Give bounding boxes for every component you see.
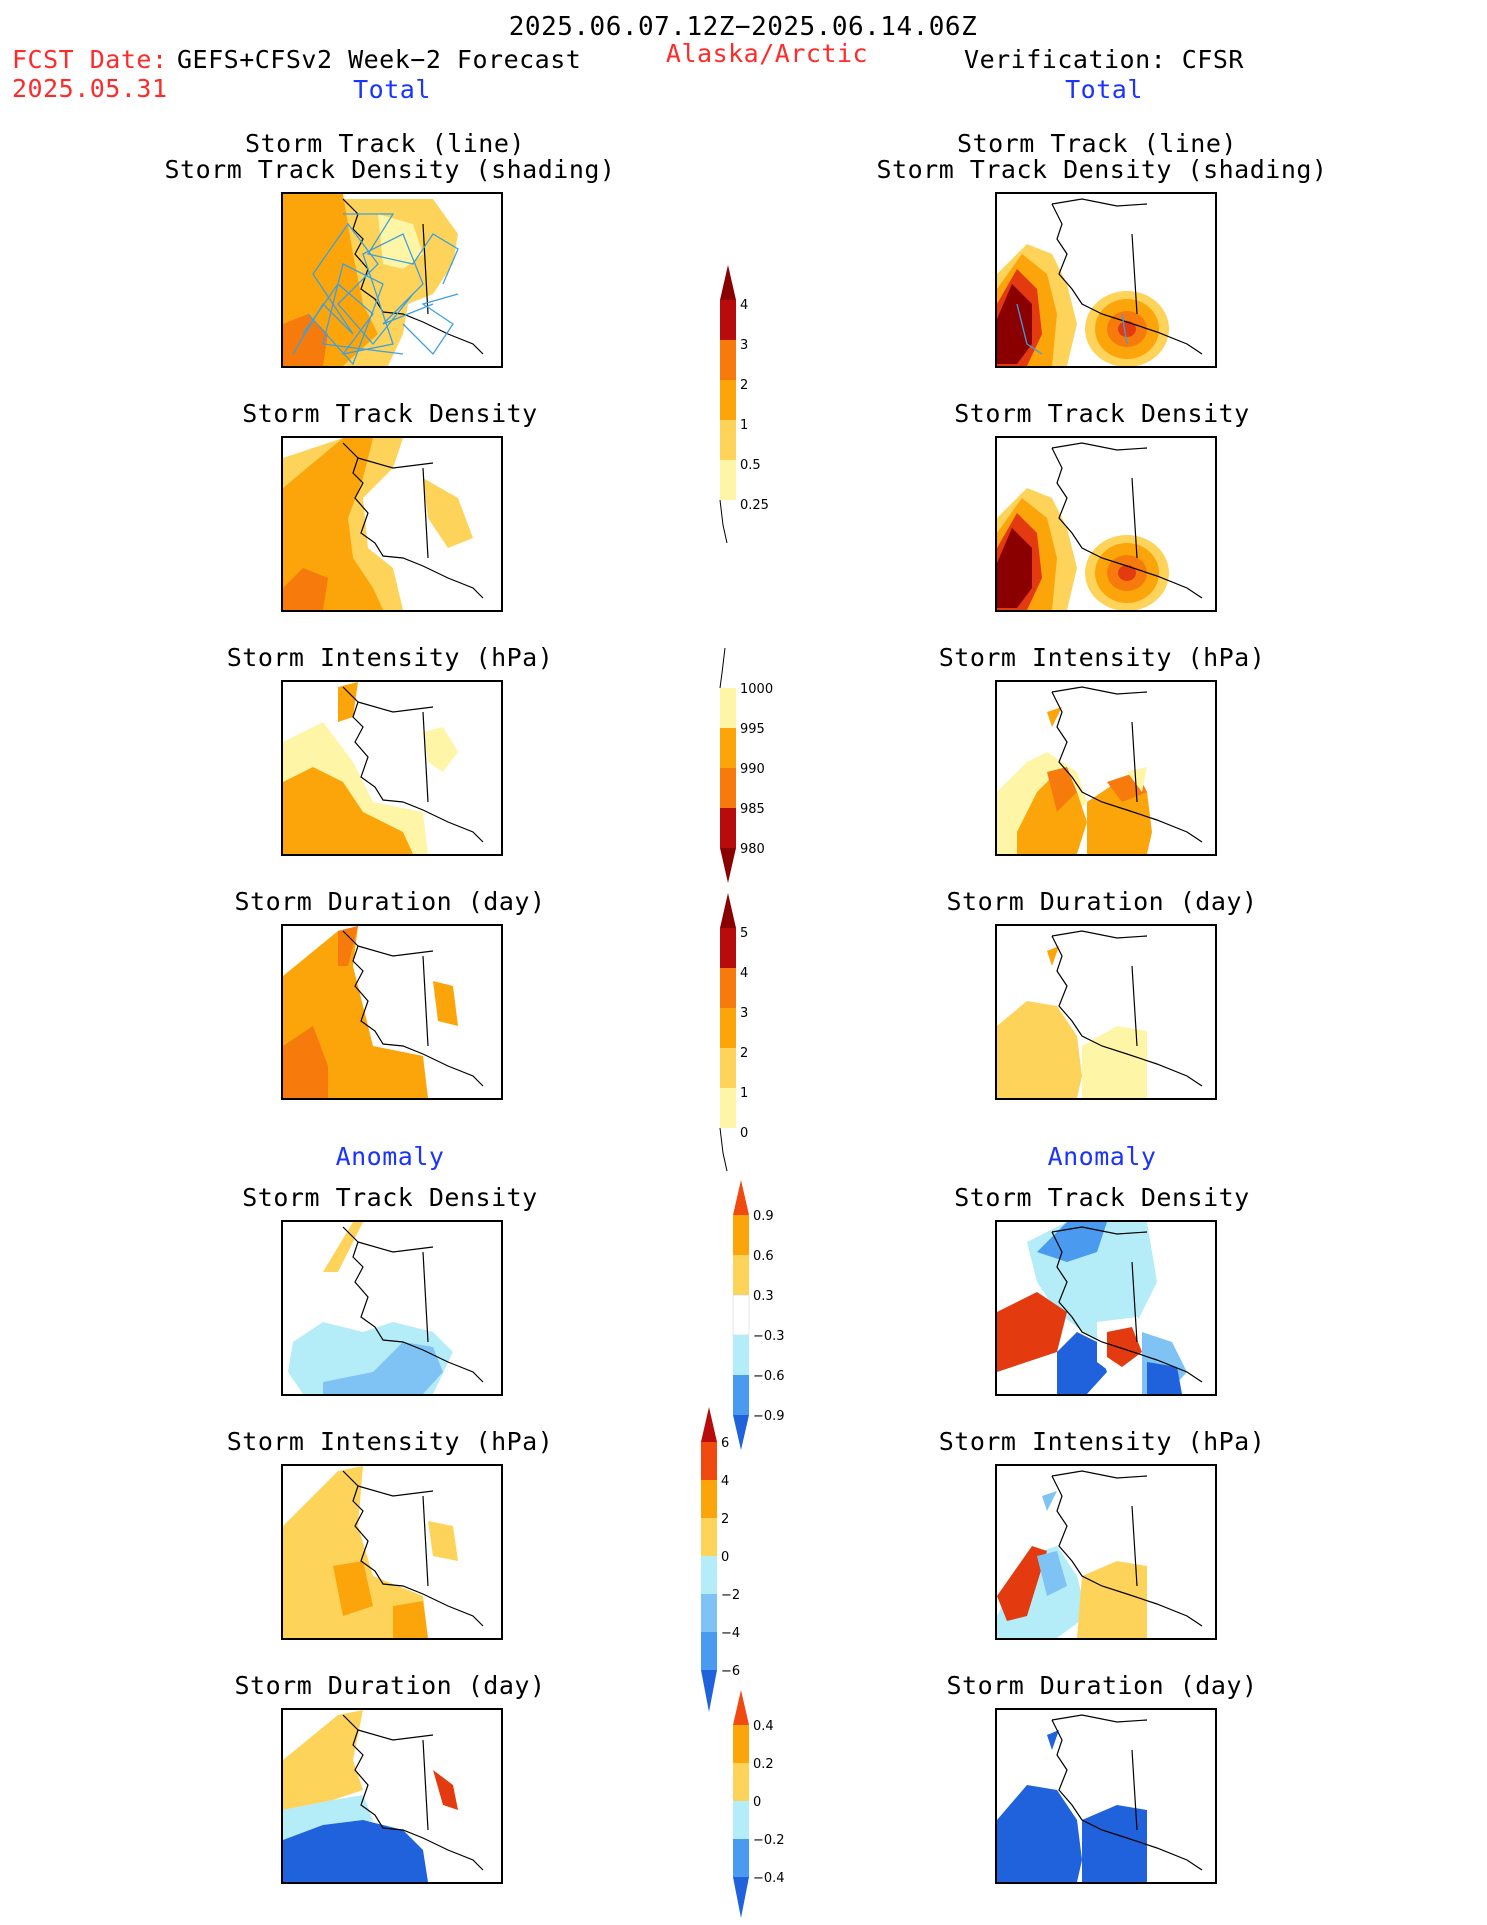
cbar-ia-4: −2 bbox=[721, 1588, 740, 1603]
right-intensity-title: Storm Intensity (hPa) bbox=[938, 643, 1266, 672]
cbar-dua-2: 0 bbox=[753, 1795, 761, 1810]
cbar-da-2: 0.3 bbox=[753, 1289, 774, 1304]
colorbar-density-anom: 0.9 0.6 0.3 −0.3 −0.6 −0.9 bbox=[732, 1180, 785, 1450]
cbar-td-3: 1 bbox=[740, 418, 748, 433]
right-total-label: Total bbox=[1065, 75, 1143, 104]
fcst-date-value: 2025.05.31 bbox=[12, 74, 168, 103]
colorbar-intensity: 1000 995 990 985 980 bbox=[719, 648, 773, 883]
fcst-model-label: GEFS+CFSv2 Week−2 Forecast bbox=[177, 45, 582, 74]
cbar-dua-3: −0.2 bbox=[753, 1833, 785, 1848]
map-right-anom-duration bbox=[995, 1708, 1217, 1884]
left-density-title: Storm Track Density bbox=[242, 399, 538, 428]
cbar-ia-1: 4 bbox=[721, 1474, 729, 1489]
cbar-int-1: 995 bbox=[740, 722, 765, 737]
left-track-shading-title: Storm Track Density (shading) bbox=[164, 155, 616, 184]
cbar-dua-0: 0.4 bbox=[753, 1719, 774, 1734]
colorbar-track-density: 4 3 2 1 0.5 0.25 bbox=[719, 265, 769, 544]
cbar-td-2: 2 bbox=[740, 378, 748, 393]
left-anom-density-title: Storm Track Density bbox=[242, 1183, 538, 1212]
cbar-dur-5: 0 bbox=[740, 1126, 748, 1141]
map-right-anom-intensity bbox=[995, 1464, 1217, 1640]
cbar-da-3: −0.3 bbox=[753, 1329, 785, 1344]
cbar-ia-0: 6 bbox=[721, 1436, 729, 1451]
left-total-label: Total bbox=[353, 75, 431, 104]
cbar-int-0: 1000 bbox=[740, 682, 773, 697]
right-anom-density-title: Storm Track Density bbox=[954, 1183, 1250, 1212]
cbar-dua-1: 0.2 bbox=[753, 1757, 774, 1772]
map-left-track-line bbox=[281, 192, 503, 368]
right-anomaly-label: Anomaly bbox=[1047, 1142, 1157, 1171]
map-left-duration bbox=[281, 924, 503, 1100]
cbar-int-4: 980 bbox=[740, 842, 765, 857]
cbar-int-3: 985 bbox=[740, 802, 765, 817]
cbar-da-0: 0.9 bbox=[753, 1209, 774, 1224]
left-duration-title: Storm Duration (day) bbox=[234, 887, 546, 916]
map-left-intensity bbox=[281, 680, 503, 856]
right-duration-title: Storm Duration (day) bbox=[946, 887, 1258, 916]
cbar-int-2: 990 bbox=[740, 762, 765, 777]
cbar-td-5: 0.25 bbox=[740, 498, 769, 513]
cbar-da-1: 0.6 bbox=[753, 1249, 774, 1264]
left-anomaly-label: Anomaly bbox=[335, 1142, 445, 1171]
cbar-dur-2: 3 bbox=[740, 1006, 748, 1021]
colorbar-duration-anom: 0.4 0.2 0 −0.2 −0.4 bbox=[733, 1690, 785, 1918]
cbar-td-1: 3 bbox=[740, 338, 748, 353]
cbar-td-0: 4 bbox=[740, 298, 748, 313]
cbar-da-4: −0.6 bbox=[753, 1369, 785, 1384]
cbar-dur-1: 4 bbox=[740, 966, 748, 981]
map-left-anom-duration bbox=[281, 1708, 503, 1884]
right-track-line-title: Storm Track (line) bbox=[957, 129, 1237, 158]
date-range-title: 2025.06.07.12Z−2025.06.14.06Z bbox=[508, 12, 978, 42]
left-anom-duration-title: Storm Duration (day) bbox=[234, 1671, 546, 1700]
colorbar-duration: 5 4 3 2 1 0 bbox=[719, 893, 748, 1172]
cbar-ia-6: −6 bbox=[721, 1664, 740, 1679]
left-anom-intensity-title: Storm Intensity (hPa) bbox=[226, 1427, 554, 1456]
left-intensity-title: Storm Intensity (hPa) bbox=[226, 643, 554, 672]
map-left-anom-density bbox=[281, 1220, 503, 1396]
right-track-shading-title: Storm Track Density (shading) bbox=[876, 155, 1328, 184]
cbar-dur-0: 5 bbox=[740, 926, 748, 941]
colorbar-intensity-anom: 6 4 2 0 −2 −4 −6 bbox=[701, 1407, 740, 1712]
cbar-da-5: −0.9 bbox=[753, 1409, 785, 1424]
map-right-intensity bbox=[995, 680, 1217, 856]
cbar-ia-3: 0 bbox=[721, 1550, 729, 1565]
cbar-dur-4: 1 bbox=[740, 1086, 748, 1101]
right-anom-duration-title: Storm Duration (day) bbox=[946, 1671, 1258, 1700]
left-track-line-title: Storm Track (line) bbox=[245, 129, 525, 158]
map-right-duration bbox=[995, 924, 1217, 1100]
map-right-track-line bbox=[995, 192, 1217, 368]
cbar-td-4: 0.5 bbox=[740, 458, 761, 473]
fcst-date-label: FCST Date: bbox=[12, 45, 168, 74]
cbar-ia-5: −4 bbox=[721, 1626, 740, 1641]
map-right-anom-density bbox=[995, 1220, 1217, 1396]
map-right-density bbox=[995, 436, 1217, 612]
verification-label: Verification: CFSR bbox=[964, 45, 1244, 74]
region-label: Alaska/Arctic bbox=[665, 39, 869, 68]
cbar-dur-3: 2 bbox=[740, 1046, 748, 1061]
map-left-density bbox=[281, 436, 503, 612]
right-anom-intensity-title: Storm Intensity (hPa) bbox=[938, 1427, 1266, 1456]
cbar-ia-2: 2 bbox=[721, 1512, 729, 1527]
map-left-anom-intensity bbox=[281, 1464, 503, 1640]
right-density-title: Storm Track Density bbox=[954, 399, 1250, 428]
cbar-dua-4: −0.4 bbox=[753, 1871, 785, 1886]
